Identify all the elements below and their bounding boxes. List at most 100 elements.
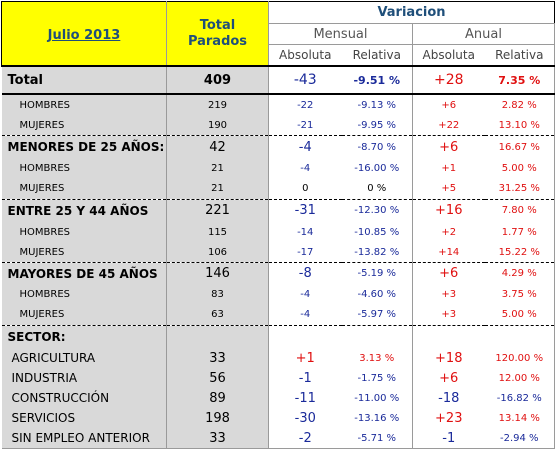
monthly-relative: -13.16 % (354, 412, 400, 424)
row-label: SECTOR: (1, 324, 167, 348)
table-row: MUJERES 63 -4 -5.97 % +3 5.00 % (1, 304, 555, 325)
monthly-absolute: -1 (268, 368, 342, 388)
annual-absolute: +2 (412, 222, 485, 242)
row-total: 219 (166, 94, 269, 115)
monthly-absolute (268, 324, 342, 348)
annual-absolute: -18 (412, 388, 485, 408)
unemployment-table: Julio 2013 Total Parados Variacion Mensu… (1, 1, 555, 449)
row-total: 42 (166, 135, 269, 159)
monthly-absolute: -8 (268, 262, 342, 285)
monthly-relative: -10.85 % (354, 226, 400, 238)
row-total: 115 (166, 222, 269, 242)
annual-absolute: +6 (412, 135, 485, 159)
annual-absolute (412, 324, 485, 348)
monthly-relative (341, 324, 413, 348)
row-total: 146 (166, 262, 269, 285)
total-parados-header: Total Parados (166, 1, 269, 66)
annual-relative: 5.00 % (484, 158, 555, 179)
monthly-absolute: -14 (268, 222, 342, 242)
row-label: HOMBRES (1, 284, 167, 305)
annual-absolute: +16 (412, 198, 485, 222)
row-total: 33 (166, 348, 269, 368)
monthly-absolute: -22 (268, 94, 342, 115)
monthly-absolute: -21 (268, 115, 342, 136)
row-label: HOMBRES (1, 222, 167, 242)
monthly-absolute: -17 (268, 242, 342, 263)
row-label: Total (1, 65, 167, 95)
row-total: 83 (166, 284, 269, 305)
table-row: Total 409 -43 -9.51 % +28 7.35 % (1, 65, 555, 95)
period-title-cell: Julio 2013 (1, 1, 167, 67)
annual-relative: 5.00 % (484, 304, 555, 325)
table-row: MAYORES DE 45 AÑOS 146 -8 -5.19 % +6 4.29 % (1, 262, 555, 285)
annual-relative: 12.00 % (484, 368, 555, 388)
annual-absolute: +22 (412, 115, 485, 136)
row-label: ENTRE 25 Y 44 AÑOS (1, 198, 167, 222)
annual-absolute: +6 (412, 94, 485, 115)
annual-relative: 2.82 % (484, 94, 555, 115)
row-total: 33 (166, 428, 269, 449)
annual-absolute: +6 (412, 262, 485, 285)
annual-relative: 16.67 % (484, 135, 555, 159)
annual-absolute: +3 (412, 284, 485, 305)
row-label: CONSTRUCCIÓN (1, 388, 167, 408)
row-total: 56 (166, 368, 269, 388)
table-row: INDUSTRIA 56 -1 -1.75 % +6 12.00 % (1, 368, 555, 388)
row-label: INDUSTRIA (1, 368, 167, 388)
mensual-absoluta-header: Absoluta (268, 44, 342, 67)
annual-absolute: +6 (412, 368, 485, 388)
annual-relative: 3.75 % (484, 284, 555, 305)
monthly-relative: -5.97 % (357, 309, 397, 320)
annual-relative: 13.10 % (484, 115, 555, 136)
anual-absoluta-header: Absoluta (412, 44, 485, 67)
row-label: MAYORES DE 45 AÑOS (1, 262, 167, 285)
row-label: MUJERES (1, 242, 167, 263)
table-row: AGRICULTURA 33 +1 3.13 % +18 120.00 % (1, 348, 555, 368)
monthly-relative: -5.19 % (341, 262, 413, 285)
monthly-relative: 3.13 % (359, 352, 395, 364)
row-total: 21 (166, 178, 269, 199)
row-label: MUJERES (1, 178, 167, 199)
monthly-relative: -16.00 % (354, 163, 400, 174)
annual-absolute: +28 (412, 65, 485, 95)
row-total: 89 (166, 388, 269, 408)
annual-relative: 4.29 % (484, 262, 555, 285)
monthly-relative: -8.70 % (341, 135, 413, 159)
monthly-relative: 0 % (367, 183, 387, 194)
monthly-relative: -13.82 % (354, 246, 400, 258)
row-total: 21 (166, 158, 269, 179)
period-title: Julio 2013 (47, 28, 121, 43)
variacion-header: Variacion (268, 1, 555, 24)
row-label: SERVICIOS (1, 408, 167, 428)
monthly-relative: -9.95 % (357, 119, 397, 131)
annual-relative: 13.14 % (484, 408, 555, 428)
table-row: SECTOR: (1, 324, 555, 348)
row-label: MUJERES (1, 304, 167, 325)
anual-header: Anual (412, 23, 555, 45)
table-row: SERVICIOS 198 -30 -13.16 % +23 13.14 % (1, 408, 555, 428)
row-label: SIN EMPLEO ANTERIOR (1, 428, 167, 449)
monthly-absolute: -4 (268, 284, 342, 305)
annual-relative: 7.80 % (484, 198, 555, 222)
table-row: HOMBRES 83 -4 -4.60 % +3 3.75 % (1, 284, 555, 305)
monthly-absolute: -2 (268, 428, 342, 449)
table-row: MUJERES 106 -17 -13.82 % +14 15.22 % (1, 242, 555, 263)
row-label: AGRICULTURA (1, 348, 167, 368)
annual-absolute: +3 (412, 304, 485, 325)
annual-absolute: +14 (412, 242, 485, 263)
annual-relative: -2.94 % (484, 428, 555, 449)
table-row: CONSTRUCCIÓN 89 -11 -11.00 % -18 -16.82 % (1, 388, 555, 408)
monthly-absolute: -4 (268, 135, 342, 159)
table-row: ENTRE 25 Y 44 AÑOS 221 -31 -12.30 % +16 7.80 … (1, 198, 555, 222)
monthly-relative: -11.00 % (354, 392, 400, 404)
annual-relative: 120.00 % (484, 348, 555, 368)
row-total: 190 (166, 115, 269, 136)
row-total: 409 (166, 65, 269, 95)
monthly-relative: -4.60 % (357, 289, 397, 300)
annual-relative: -16.82 % (484, 388, 555, 408)
row-total: 221 (166, 198, 269, 222)
table-row: MUJERES 21 0 0 % +5 31.25 % (1, 178, 555, 199)
table-row: SIN EMPLEO ANTERIOR 33 -2 -5.71 % -1 -2.94 % (1, 428, 555, 449)
row-total: 63 (166, 304, 269, 325)
annual-relative: 7.35 % (484, 65, 555, 95)
